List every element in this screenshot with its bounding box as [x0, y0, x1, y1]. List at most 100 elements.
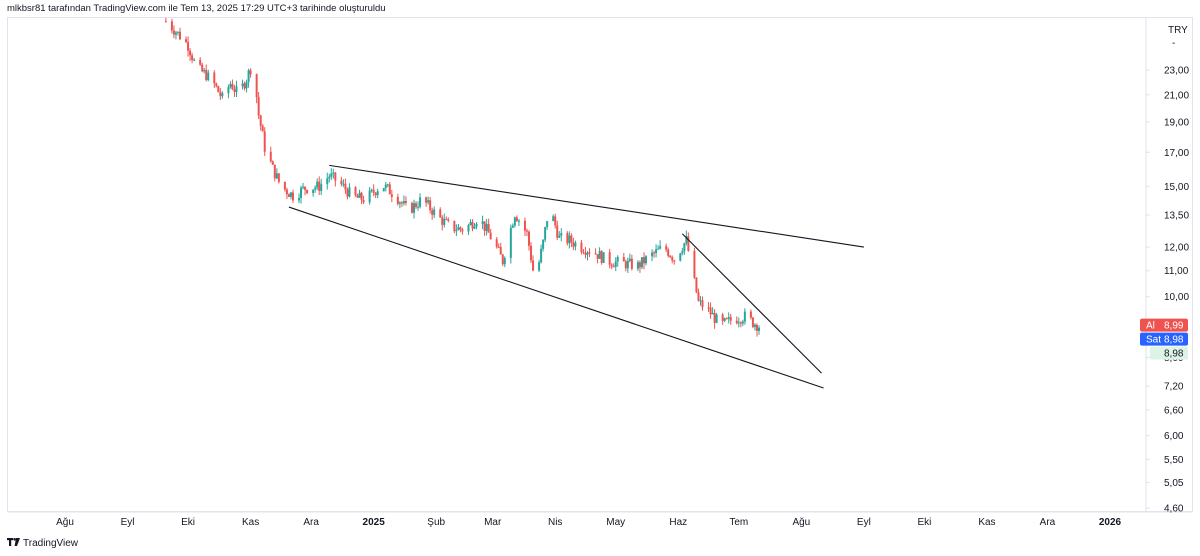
y-tick-label: 19,00 — [1164, 117, 1189, 128]
candle-body — [445, 219, 448, 221]
candle — [172, 25, 175, 39]
candle-body — [413, 203, 416, 213]
candles-group — [164, 18, 760, 337]
candle-body — [342, 183, 345, 185]
candle — [594, 248, 597, 255]
candle-body — [697, 292, 700, 301]
candle-body — [443, 219, 446, 225]
candle — [713, 309, 716, 329]
candle — [410, 201, 413, 214]
candle-body — [328, 176, 331, 179]
x-tick-label: 2025 — [363, 517, 386, 528]
candle-body — [588, 252, 591, 254]
candle — [289, 191, 292, 200]
candle — [356, 193, 359, 198]
trendline-upper — [329, 164, 864, 248]
candle — [433, 206, 436, 219]
y-tick-label: 21,00 — [1164, 90, 1189, 101]
candle-body — [273, 164, 276, 179]
candle-body — [701, 300, 704, 308]
candle-body — [614, 261, 617, 267]
candle-body — [174, 32, 177, 35]
candle-body — [751, 317, 754, 327]
candle-body — [727, 317, 730, 319]
candle-body — [469, 222, 472, 226]
candle — [495, 237, 498, 249]
candle — [737, 317, 740, 328]
x-tick-label: Eyl — [121, 517, 135, 528]
candle — [227, 84, 230, 99]
candle-body — [459, 227, 462, 230]
candle — [176, 31, 179, 36]
candle-body — [572, 242, 575, 247]
candle — [243, 81, 246, 91]
price-label-value: 8,99 — [1164, 321, 1184, 332]
candle — [318, 176, 321, 196]
candle — [538, 259, 541, 272]
candle-body — [455, 230, 458, 232]
candle — [715, 312, 718, 324]
candle — [291, 189, 294, 203]
candle — [497, 243, 500, 248]
candle — [757, 325, 760, 335]
candle-body — [739, 322, 742, 324]
candle-body — [348, 187, 351, 197]
candle-body — [566, 232, 569, 244]
candle — [247, 68, 250, 88]
candle — [642, 252, 645, 270]
candle — [193, 58, 196, 62]
candle-body — [669, 255, 672, 258]
candle-body — [330, 173, 333, 177]
candle-body — [370, 189, 373, 191]
candle-body — [291, 192, 294, 201]
candle-body — [404, 201, 407, 203]
candle-body — [640, 257, 643, 268]
candle-body — [170, 21, 173, 31]
candle — [667, 247, 670, 258]
candlestick-chart[interactable]: TRY - 23,00 21,00 19,00 17,00 15,00 13,50 12,00 1… — [0, 0, 1200, 530]
candle — [425, 196, 428, 207]
candle-body — [312, 189, 315, 194]
candle — [602, 252, 605, 264]
candle-body — [489, 232, 492, 240]
candle-body — [554, 216, 557, 226]
candle-body — [227, 87, 230, 94]
candle-body — [683, 243, 686, 252]
candle — [360, 191, 363, 205]
x-tick-label: Ağu — [56, 517, 74, 528]
candle-body — [172, 30, 175, 35]
candle — [651, 249, 654, 262]
candle-body — [515, 217, 518, 222]
candle — [475, 222, 478, 230]
candle — [525, 228, 528, 237]
candle-body — [685, 236, 688, 244]
candle — [659, 240, 662, 250]
candle-body — [513, 217, 516, 226]
candle — [174, 30, 177, 40]
candle-body — [402, 201, 405, 204]
candle-body — [203, 70, 206, 72]
candle-body — [304, 186, 307, 190]
y-tick-label: 13,50 — [1164, 210, 1189, 221]
candle — [596, 254, 599, 264]
candle-body — [419, 197, 422, 207]
candle-body — [193, 59, 196, 61]
candle-body — [277, 173, 280, 182]
candle — [326, 172, 329, 190]
candle — [600, 250, 603, 265]
price-label-value: 8,98 — [1164, 335, 1184, 346]
candle-body — [757, 327, 760, 331]
candle-body — [340, 180, 343, 185]
candle-body — [415, 203, 418, 208]
candle — [568, 231, 571, 249]
x-tick-label: 2026 — [1099, 517, 1122, 528]
candle — [201, 62, 204, 73]
candle — [427, 196, 430, 205]
candle — [681, 247, 684, 256]
candle — [755, 323, 758, 337]
candle — [739, 321, 742, 328]
candle-body — [431, 210, 434, 215]
candle-body — [586, 252, 589, 255]
x-tick-label: Ara — [1040, 517, 1056, 528]
y-tick-label: 15,00 — [1164, 182, 1189, 193]
